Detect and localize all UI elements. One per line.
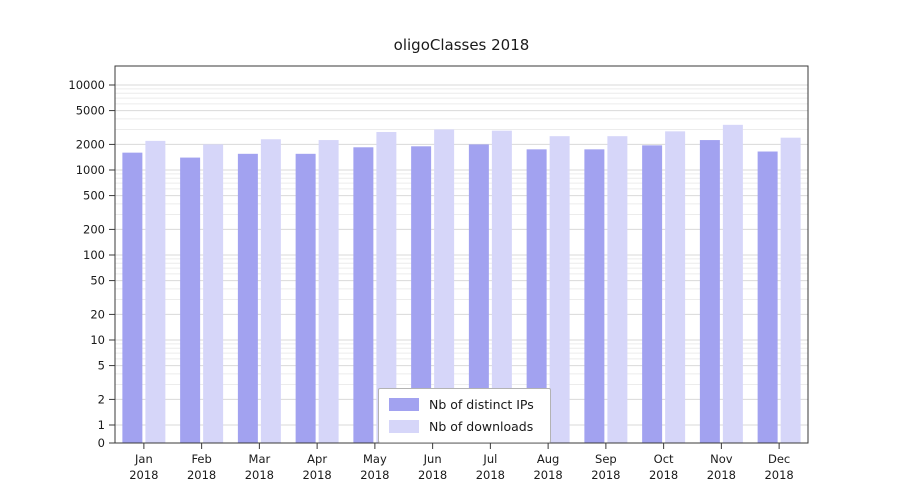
bar-distinct-ips-jul	[468, 144, 489, 443]
legend-label-downloads: Nb of downloads	[429, 419, 534, 434]
x-tick-label-month: Jul	[482, 452, 497, 466]
bar-downloads-aug	[549, 136, 570, 443]
bar-downloads-jul	[491, 130, 512, 443]
legend-item-distinct-ips: Nb of distinct IPs	[389, 397, 534, 412]
y-tick-label: 1000	[76, 163, 105, 177]
x-tick-label-year: 2018	[649, 468, 678, 482]
x-tick-label-year: 2018	[302, 468, 331, 482]
bar-downloads-apr	[318, 140, 339, 443]
x-tick-label-year: 2018	[129, 468, 158, 482]
x-tick-label-month: Apr	[307, 452, 327, 466]
legend-label-distinct-ips: Nb of distinct IPs	[429, 397, 534, 412]
bar-distinct-ips-nov	[699, 140, 720, 443]
y-tick-label: 500	[83, 189, 105, 203]
bar-downloads-sep	[607, 136, 628, 443]
x-tick-label-year: 2018	[707, 468, 736, 482]
bar-downloads-mar	[260, 139, 281, 444]
x-tick-label-month: Dec	[768, 452, 790, 466]
bar-distinct-ips-feb	[180, 157, 201, 444]
y-tick-label: 200	[83, 222, 105, 236]
bar-distinct-ips-aug	[526, 149, 547, 443]
x-tick-label-year: 2018	[764, 468, 793, 482]
x-tick-label-year: 2018	[360, 468, 389, 482]
bar-downloads-jan	[145, 140, 166, 443]
bar-downloads-may	[376, 131, 397, 443]
y-tick-label: 10000	[68, 78, 105, 92]
x-tick-label-year: 2018	[187, 468, 216, 482]
y-tick-label: 5	[98, 359, 105, 373]
x-tick-label-month: Jan	[134, 452, 153, 466]
x-tick-label-year: 2018	[591, 468, 620, 482]
bar-distinct-ips-oct	[642, 145, 663, 444]
x-tick-label-month: Feb	[191, 452, 211, 466]
bar-distinct-ips-jan	[122, 152, 143, 444]
bar-distinct-ips-may	[353, 147, 374, 443]
chart-title: oligoClasses 2018	[393, 36, 530, 54]
y-tick-label: 10	[90, 333, 105, 347]
x-tick-label-year: 2018	[533, 468, 562, 482]
x-tick-label-year: 2018	[245, 468, 274, 482]
y-tick-label: 2000	[76, 137, 105, 151]
bar-downloads-dec	[780, 137, 801, 443]
x-tick-label-month: Nov	[710, 452, 733, 466]
bar-downloads-jun	[434, 129, 455, 443]
x-tick-label-year: 2018	[476, 468, 505, 482]
y-tick-label: 5000	[76, 104, 105, 118]
x-tick-label-year: 2018	[418, 468, 447, 482]
y-tick-label: 1	[98, 418, 105, 432]
x-tick-label-month: Aug	[537, 452, 559, 466]
bar-distinct-ips-sep	[584, 149, 605, 443]
x-tick-label-month: Jun	[423, 452, 442, 466]
y-tick-label: 20	[90, 307, 105, 321]
y-tick-label: 100	[83, 248, 105, 262]
legend-swatch-downloads	[389, 420, 419, 433]
bar-downloads-feb	[203, 144, 224, 443]
x-tick-label-month: Oct	[654, 452, 674, 466]
plot-border	[114, 65, 809, 444]
x-tick-label-month: May	[363, 452, 387, 466]
legend-swatch-distinct-ips	[389, 398, 419, 411]
bar-downloads-oct	[665, 131, 686, 443]
x-tick-label-month: Mar	[249, 452, 271, 466]
y-tick-label: 2	[98, 392, 105, 406]
x-tick-label-month: Sep	[595, 452, 617, 466]
bar-distinct-ips-apr	[295, 153, 316, 443]
y-tick-label: 0	[98, 436, 105, 450]
y-tick-label: 50	[90, 274, 105, 288]
bar-downloads-nov	[722, 124, 743, 444]
legend-item-downloads: Nb of downloads	[389, 419, 534, 434]
legend: Nb of distinct IPs Nb of downloads	[378, 388, 551, 443]
bar-distinct-ips-jun	[411, 146, 432, 443]
bar-distinct-ips-mar	[237, 153, 258, 443]
bar-distinct-ips-dec	[757, 151, 778, 444]
